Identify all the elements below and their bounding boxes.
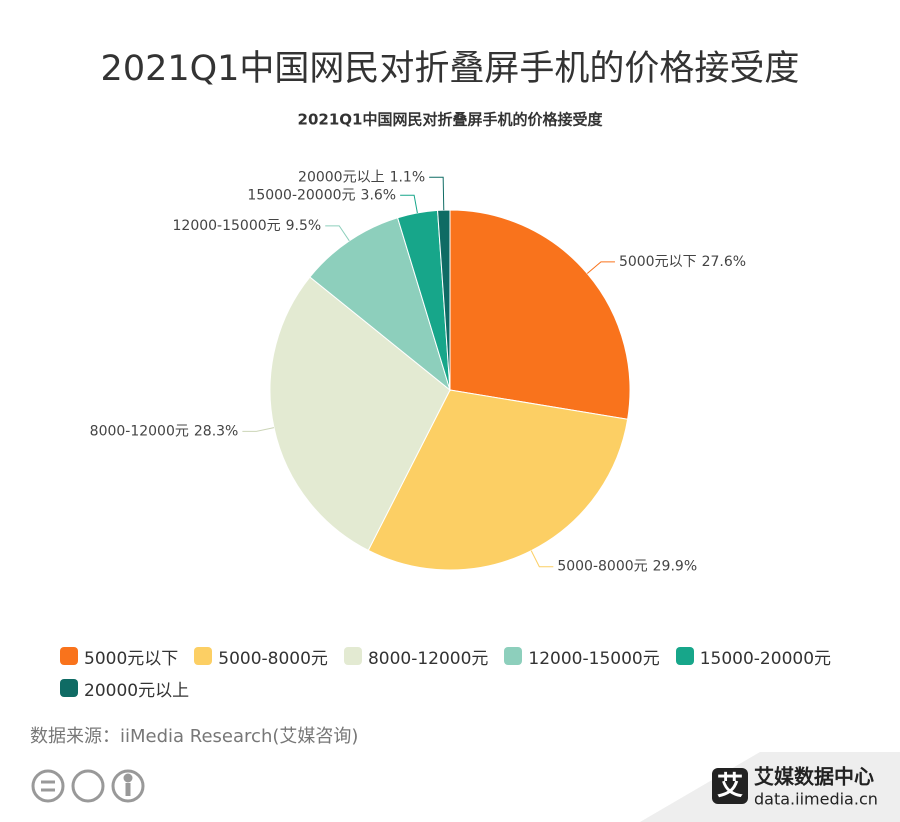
pie-slice bbox=[367, 389, 629, 571]
source: 数据来源：iiMedia Research(艾媒咨询) bbox=[30, 726, 358, 747]
data-label: 12000-15000元 9.5% bbox=[173, 218, 322, 234]
legend-item: 12000-15000元 bbox=[504, 644, 660, 669]
legend-swatch bbox=[675, 647, 694, 665]
data-label: 20000元以上 1.1% bbox=[298, 169, 425, 185]
leader-line bbox=[586, 261, 615, 274]
leader-line bbox=[242, 427, 275, 432]
logo-url: data.iimedia.cn bbox=[754, 790, 878, 809]
legend-label: 20000元以上 bbox=[84, 680, 190, 701]
label-value: 29.9% bbox=[653, 559, 697, 575]
label-value: 9.5% bbox=[286, 218, 322, 234]
pie-slice bbox=[449, 209, 631, 420]
logo-icon: 艾 bbox=[717, 772, 743, 802]
label-value: 3.6% bbox=[361, 187, 397, 203]
chart-title: 2021Q1中国网民对折叠屏手机的价格接受度 bbox=[298, 111, 604, 129]
legend-swatch bbox=[343, 647, 362, 665]
label-name: 8000-12000元 bbox=[90, 423, 189, 439]
legend-item: 20000元以上 bbox=[60, 676, 190, 701]
label-value: 1.1% bbox=[390, 169, 426, 185]
legend-label: 5000元以下 bbox=[84, 648, 179, 669]
leader-line bbox=[429, 176, 445, 211]
logo-box bbox=[712, 768, 748, 804]
data-label: 15000-20000元 3.6% bbox=[247, 187, 396, 203]
legend-item: 8000-12000元 bbox=[343, 644, 489, 669]
legend-item: 5000元以下 bbox=[60, 644, 179, 669]
leader-line bbox=[400, 194, 418, 214]
logo-band bbox=[640, 752, 900, 822]
legend: 5000元以下 5000-8000元 8000-12000元 12000-15000元… bbox=[60, 644, 860, 701]
legend-label: 12000-15000元 bbox=[528, 648, 660, 669]
legend-label: 8000-12000元 bbox=[367, 648, 489, 669]
cc-icons bbox=[31, 769, 145, 803]
legend-item: 15000-20000元 bbox=[675, 644, 832, 669]
legend-swatch bbox=[60, 679, 78, 697]
pie-slice bbox=[309, 217, 451, 392]
legend-label: 5000-8000元 bbox=[218, 648, 328, 669]
label-name: 20000元以上 bbox=[298, 169, 385, 185]
label-value: 28.3% bbox=[194, 423, 238, 439]
label-name: 5000-8000元 bbox=[557, 559, 647, 575]
page-title: 2021Q1中国网民对折叠屏手机的价格接受度 bbox=[101, 49, 800, 89]
legend-swatch bbox=[504, 647, 523, 665]
pie: 5000元以下 27.6% 5000-8000元 29.9% 8000-12000元 28… bbox=[90, 169, 746, 574]
pie-slice bbox=[269, 276, 451, 552]
legend-label: 15000-20000元 bbox=[699, 648, 832, 669]
pie-slice bbox=[437, 209, 451, 391]
legend-item: 5000-8000元 bbox=[194, 644, 328, 669]
leader-line bbox=[530, 550, 554, 568]
data-label: 5000-8000元 29.9% bbox=[557, 559, 697, 575]
data-label: 8000-12000元 28.3% bbox=[90, 423, 239, 439]
label-value: 27.6% bbox=[702, 254, 746, 270]
label-name: 5000元以下 bbox=[619, 254, 697, 270]
logo-name: 艾媒数据中心 bbox=[754, 765, 874, 789]
data-label: 5000元以下 27.6% bbox=[619, 254, 746, 270]
label-name: 12000-15000元 bbox=[173, 218, 281, 234]
label-name: 15000-20000元 bbox=[247, 187, 355, 203]
legend-swatch bbox=[194, 647, 213, 665]
leader-line bbox=[325, 225, 350, 242]
legend-swatch bbox=[60, 647, 78, 665]
